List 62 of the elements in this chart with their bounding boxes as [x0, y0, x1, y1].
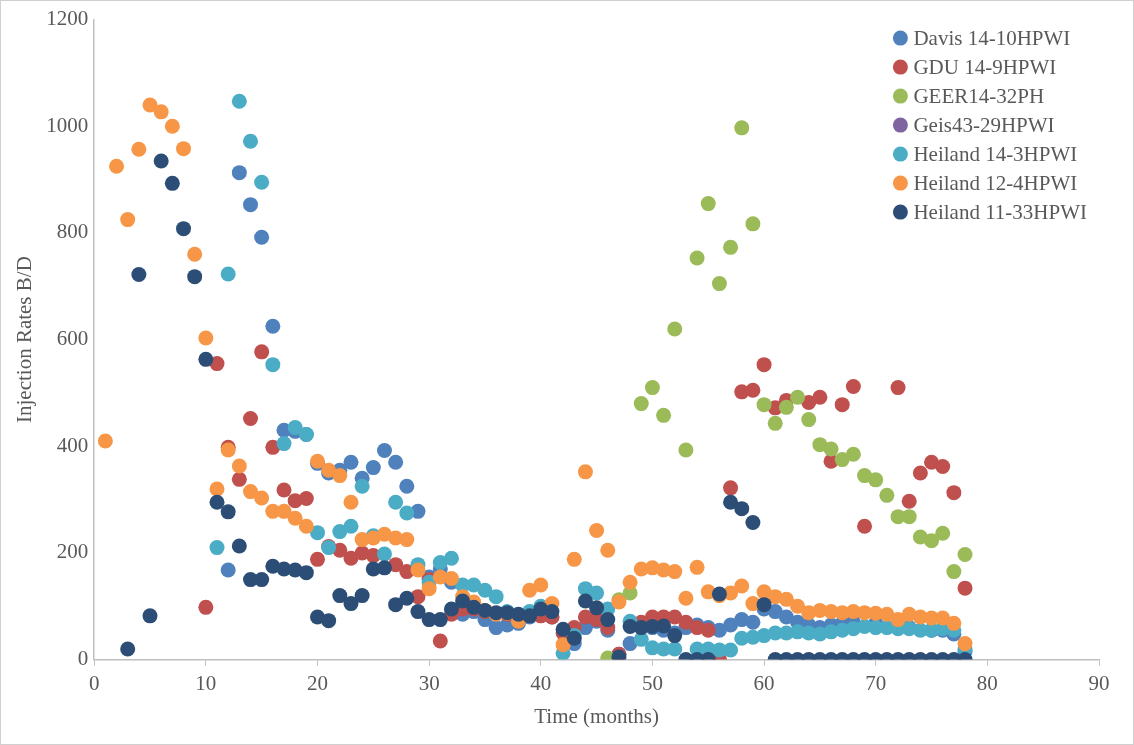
- x-tick-label: 50: [641, 670, 663, 695]
- point: [399, 478, 415, 494]
- legend-label: GDU 14-9HPWI: [913, 54, 1057, 79]
- x-tick-label: 10: [195, 670, 217, 695]
- x-tick-label: 80: [976, 670, 998, 695]
- x-tick-label: 90: [1088, 670, 1110, 695]
- point: [700, 196, 716, 212]
- x-axis-title: Time (months): [534, 703, 659, 728]
- point: [265, 318, 281, 334]
- point: [946, 564, 962, 580]
- point: [823, 441, 839, 457]
- point: [388, 454, 404, 470]
- point: [767, 415, 783, 431]
- point: [644, 380, 660, 396]
- point: [879, 487, 895, 503]
- point: [220, 562, 236, 578]
- y-tick-label: 200: [56, 539, 89, 564]
- point: [745, 614, 761, 630]
- y-axis-title: Injection Rates B/D: [12, 256, 37, 424]
- y-tick-label: 800: [56, 219, 89, 244]
- point: [924, 533, 940, 549]
- y-tick-label: 1200: [46, 6, 89, 31]
- point: [935, 525, 951, 541]
- point: [667, 321, 683, 337]
- y-tick-label: 400: [56, 432, 89, 457]
- point: [633, 396, 649, 412]
- point: [365, 460, 381, 476]
- point: [231, 165, 247, 181]
- point: [801, 412, 817, 428]
- legend-label: Heiland 11-33HPWI: [913, 199, 1088, 224]
- x-tick-label: 30: [418, 670, 440, 695]
- legend-label: Geis43-29HPWI: [913, 112, 1055, 137]
- point: [845, 446, 861, 462]
- point: [790, 389, 806, 405]
- point: [254, 229, 270, 245]
- point: [723, 239, 739, 255]
- point: [343, 454, 359, 470]
- legend-label: Davis 14-10HPWI: [913, 25, 1071, 50]
- x-tick-label: 70: [865, 670, 887, 695]
- point: [745, 216, 761, 232]
- legend-label: Heiland 12-4HPWI: [913, 170, 1078, 195]
- legend-label: Heiland 14-3HPWI: [913, 141, 1078, 166]
- point: [957, 547, 973, 563]
- point: [243, 197, 258, 213]
- point: [734, 120, 750, 136]
- x-tick-label: 40: [530, 670, 552, 695]
- point: [778, 609, 794, 625]
- point: [376, 443, 392, 459]
- y-tick-label: 1000: [46, 112, 89, 137]
- y-tick-label: 600: [56, 326, 89, 351]
- y-tick-label: 0: [77, 646, 89, 671]
- point: [756, 397, 772, 413]
- legend-label: GEER14-32PH: [913, 83, 1045, 108]
- point: [656, 407, 672, 423]
- point: [868, 472, 884, 488]
- point: [689, 250, 705, 266]
- point: [711, 276, 727, 292]
- point: [778, 399, 794, 415]
- x-tick-label: 60: [753, 670, 775, 695]
- point: [678, 442, 694, 458]
- x-tick-label: 20: [306, 670, 328, 695]
- point: [901, 509, 917, 525]
